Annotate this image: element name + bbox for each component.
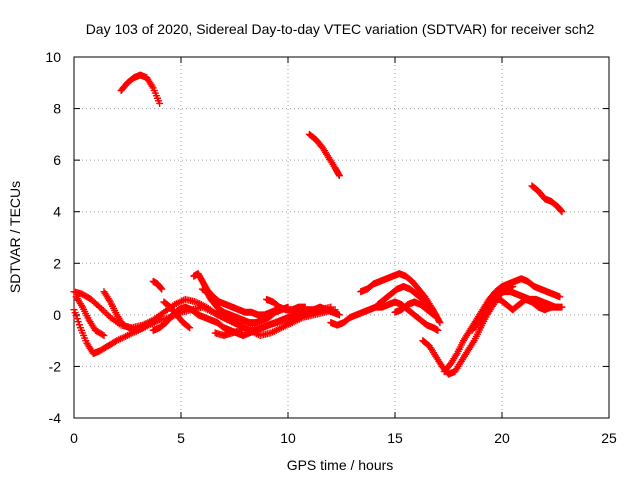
- data-point: [335, 311, 343, 319]
- grid-lines: [74, 57, 609, 418]
- x-tick-label: 15: [387, 430, 403, 446]
- x-tick-label: 5: [177, 430, 185, 446]
- y-tick-label: 0: [53, 307, 61, 323]
- series-arc-4: [100, 288, 155, 334]
- y-tick-label: 6: [53, 152, 61, 168]
- data-point: [186, 324, 194, 332]
- data-point: [435, 317, 443, 325]
- data-point: [554, 303, 562, 311]
- chart-title: Day 103 of 2020, Sidereal Day-to-day VTE…: [86, 21, 595, 37]
- y-tick-label: 10: [45, 49, 61, 65]
- data-point: [556, 293, 564, 301]
- data-point: [184, 323, 192, 331]
- data-point: [436, 319, 444, 327]
- x-tick-label: 25: [601, 430, 617, 446]
- y-tick-label: -4: [49, 410, 62, 426]
- data-point: [558, 208, 566, 216]
- y-tick-label: 2: [53, 255, 61, 271]
- x-tick-label: 0: [70, 430, 78, 446]
- y-axis-label: SDTVAR / TECUs: [7, 181, 23, 293]
- data-point: [158, 285, 166, 293]
- y-tick-label: 4: [53, 204, 61, 220]
- series-arc-20: [117, 71, 164, 107]
- data-point: [237, 326, 245, 334]
- x-axis-label: GPS time / hours: [287, 457, 394, 473]
- data-point: [99, 331, 107, 339]
- series-arc-8: [190, 270, 281, 319]
- y-tick-labels: -4 -2 0 2 4 6 8 10: [45, 49, 61, 426]
- series-arc-3: [72, 293, 108, 339]
- data-point: [301, 303, 309, 311]
- series-arc-6: [149, 277, 166, 293]
- data-point: [430, 311, 438, 319]
- series-arc-15: [391, 298, 438, 319]
- data-point: [335, 170, 343, 178]
- data-point: [434, 326, 442, 334]
- data-point: [100, 331, 108, 339]
- data-point: [156, 99, 164, 107]
- series-arc-19: [483, 295, 562, 314]
- axis-ticks: [73, 56, 610, 419]
- x-tick-label: 20: [494, 430, 510, 446]
- data-points: [70, 71, 566, 378]
- series-arc-7: [160, 298, 194, 332]
- data-point: [146, 319, 154, 327]
- data-point: [157, 284, 165, 292]
- series-arc-11: [263, 295, 309, 314]
- data-point: [557, 207, 565, 215]
- data-point: [147, 319, 155, 327]
- series-arc-22: [528, 182, 566, 216]
- data-point: [428, 310, 436, 318]
- y-tick-label: 8: [53, 101, 61, 117]
- plot-frame: [73, 56, 610, 419]
- series-arc-13: [357, 270, 440, 319]
- data-point: [335, 172, 343, 180]
- x-tick-label: 10: [280, 430, 296, 446]
- y-tick-label: -2: [49, 358, 62, 374]
- series-arc-10: [211, 326, 245, 339]
- x-tick-labels: 0 5 10 15 20 25: [70, 430, 617, 446]
- series-arc-21: [305, 130, 343, 180]
